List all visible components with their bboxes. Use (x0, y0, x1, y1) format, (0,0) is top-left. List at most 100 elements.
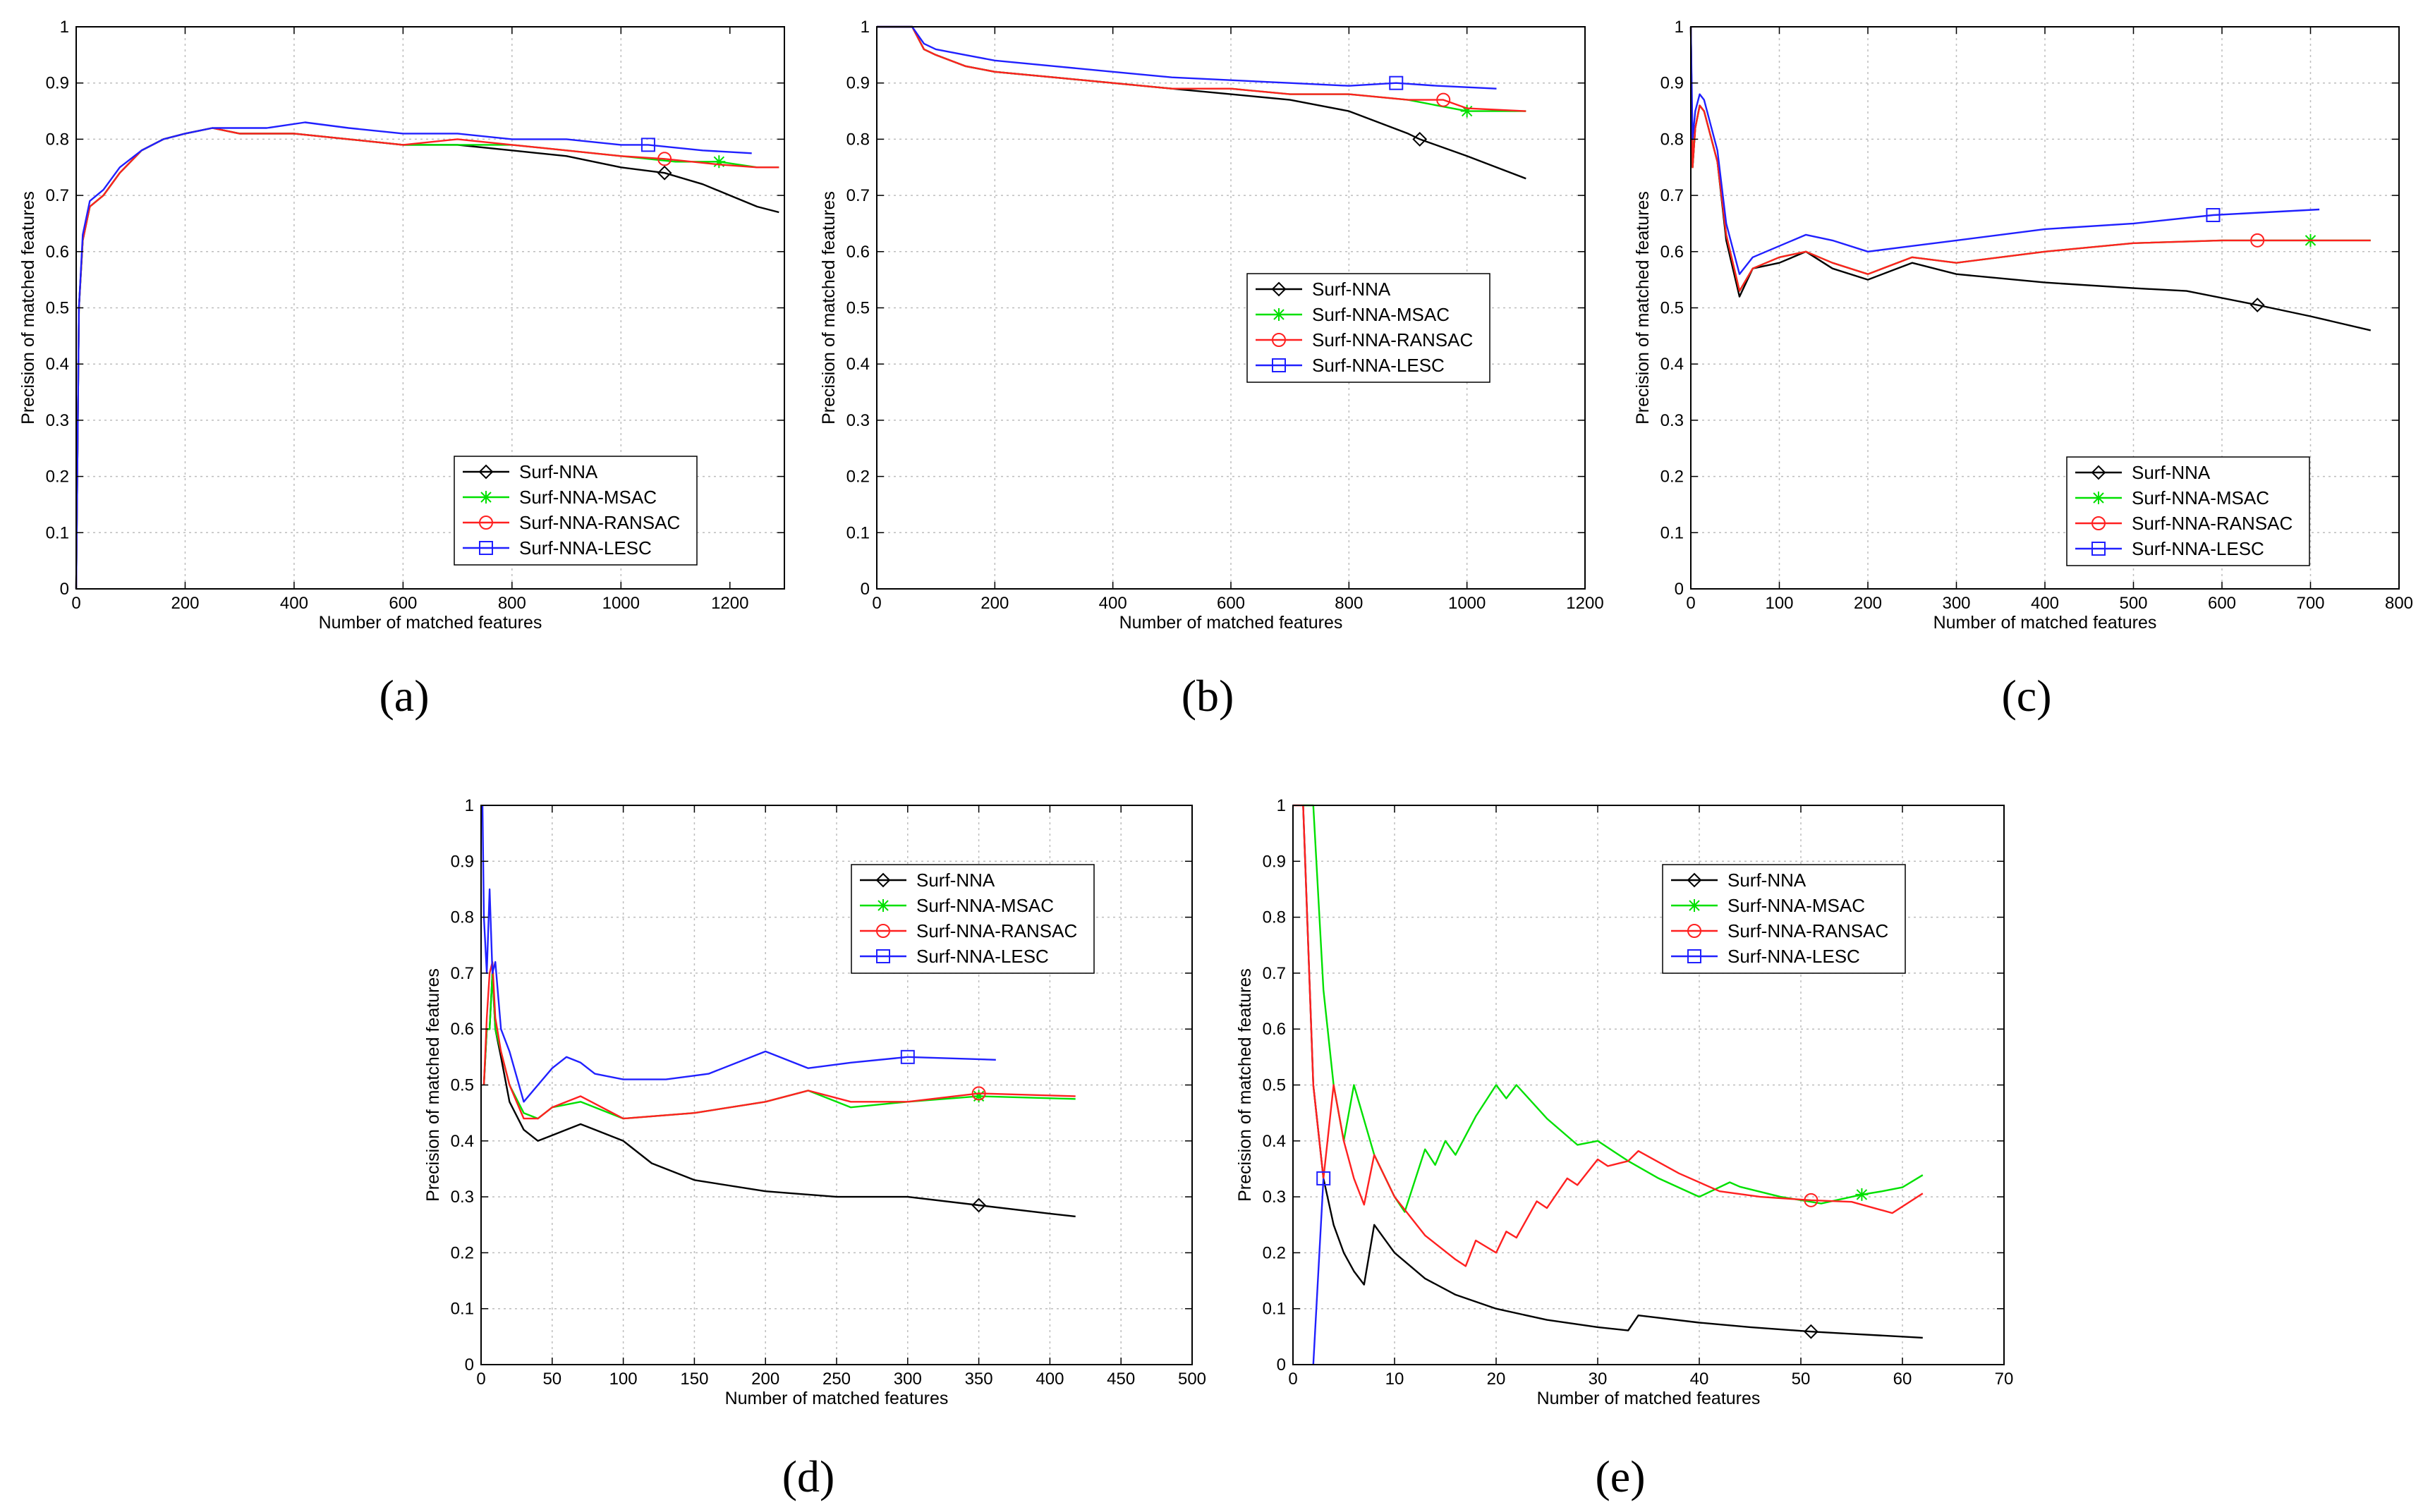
series-line-surf-nna (1689, 26, 2372, 331)
series-marker-surf-nna-ransac (1804, 1193, 1818, 1207)
series-marker-surf-nna (657, 165, 672, 181)
series-line-surf-nna-lesc (481, 805, 996, 1103)
y-tick-label: 0.6 (46, 243, 69, 262)
series-line-surf-nna (877, 25, 1526, 180)
legend-entry-label: Surf-NNA-RANSAC (1727, 920, 1888, 941)
legend-entry-label: Surf-NNA-MSAC (2132, 487, 2269, 508)
y-tick-label: 0.2 (1660, 468, 1684, 487)
series-marker-surf-nna-lesc (1389, 75, 1404, 90)
legend-entry-label: Surf-NNA-LESC (916, 946, 1049, 967)
legend-entry-label: Surf-NNA-LESC (1312, 355, 1445, 376)
y-tick-label: 0.4 (1660, 355, 1684, 374)
y-tick-label: 0.3 (46, 411, 69, 430)
series-line-surf-nna-msac (877, 25, 1526, 112)
panel-label: (d) (782, 1451, 835, 1501)
chart-panel-a: 0 200 400 600 800 1000 1200 0 0.1 0.2 0.3 0.4 0.5 0.6… (18, 18, 785, 633)
legend-entry-label: Surf-NNA (519, 461, 598, 482)
y-tick-label: 1 (1675, 18, 1684, 37)
y-tick-label: 1 (861, 18, 870, 37)
series-line-surf-nna-msac (482, 972, 1076, 1120)
y-axis-label: Precision of matched features (1235, 968, 1255, 1202)
x-tick-label: 200 (980, 594, 1009, 613)
legend-entry-label: Surf-NNA-RANSAC (916, 920, 1077, 941)
x-tick-label: 600 (389, 594, 417, 613)
legend-entry-label: Surf-NNA-MSAC (519, 487, 657, 508)
x-tick-label: 400 (280, 594, 308, 613)
x-tick-label: 150 (680, 1370, 708, 1389)
y-tick-label: 0.6 (846, 243, 870, 262)
y-tick-label: 0.8 (46, 130, 69, 149)
series-marker-surf-nna-lesc (2206, 207, 2221, 222)
y-tick-label: 0.1 (451, 1300, 474, 1319)
x-tick-label: 0 (71, 594, 80, 613)
legend-box (2066, 456, 2310, 566)
legend-marker-surf-nna-lesc (876, 949, 890, 963)
y-tick-label: 0.8 (451, 908, 474, 927)
y-tick-label: 0.5 (451, 1076, 474, 1095)
y-tick-label: 0.6 (451, 1020, 474, 1039)
series-marker-surf-nna-ransac (1436, 92, 1451, 107)
series-marker-surf-nna-msac (972, 1090, 985, 1103)
x-tick-label: 0 (1288, 1370, 1297, 1389)
y-tick-label: 0.1 (1263, 1300, 1286, 1319)
legend-box (454, 456, 698, 566)
legend: Surf-NNA Surf-NNA-MSAC Surf-NNA-RANSAC Surf… (454, 456, 698, 566)
y-tick-label: 0.5 (46, 299, 69, 318)
x-tick-label: 200 (751, 1370, 779, 1389)
y-tick-label: 0.4 (846, 355, 870, 374)
x-tick-label: 400 (1036, 1370, 1064, 1389)
legend-entry-label: Surf-NNA-LESC (1727, 946, 1860, 967)
y-tick-label: 0.9 (451, 852, 474, 871)
legend-entry-label: Surf-NNA (1727, 870, 1806, 891)
chart-panel-b: 0 200 400 600 800 1000 1200 0 0.1 0.2 0.3 0.4 0.5 0.6… (819, 18, 1604, 633)
y-tick-label: 0.3 (451, 1188, 474, 1207)
chart-panel-c: 0 100 200 300 400 500 600 700 800 0 0.1 0.2 0.3 0.4 0.… (1633, 18, 2413, 633)
x-tick-label: 100 (609, 1370, 638, 1389)
x-tick-label: 600 (1217, 594, 1245, 613)
legend-marker-surf-nna (1687, 872, 1702, 888)
legend-marker-surf-nna-ransac (479, 516, 493, 530)
y-tick-label: 0.9 (1263, 852, 1286, 871)
y-tick-label: 0.5 (846, 299, 870, 318)
y-tick-label: 0.6 (1660, 243, 1684, 262)
x-tick-label: 70 (1995, 1370, 2014, 1389)
x-tick-label: 800 (2385, 594, 2413, 613)
y-tick-label: 0.5 (1660, 299, 1684, 318)
x-axis-label: Number of matched features (1537, 1389, 1761, 1408)
x-tick-label: 600 (2208, 594, 2236, 613)
x-tick-label: 20 (1487, 1370, 1506, 1389)
x-axis-label: Number of matched features (1119, 613, 1343, 633)
x-tick-label: 200 (171, 594, 199, 613)
y-tick-label: 0.2 (451, 1243, 474, 1262)
series-marker-surf-nna (2249, 298, 2265, 312)
legend-entry-label: Surf-NNA-MSAC (916, 895, 1054, 916)
y-tick-label: 0.8 (1263, 908, 1286, 927)
legend-entry-label: Surf-NNA (2132, 462, 2211, 483)
y-tick-label: 0.7 (451, 964, 474, 983)
y-tick-label: 0.1 (1660, 523, 1684, 542)
series-marker-surf-nna (1412, 131, 1428, 147)
x-tick-label: 500 (1178, 1370, 1206, 1389)
chart-panel-e: 0 10 20 30 40 50 60 70 0 0.1 0.2 0.3 0.4 0.5 0.6 0.7 0.8… (1235, 796, 2013, 1408)
y-tick-label: 0.2 (846, 468, 870, 487)
x-tick-label: 0 (872, 594, 881, 613)
y-tick-label: 0.4 (46, 355, 69, 374)
panel-label: (c) (2001, 671, 2051, 721)
y-axis-label: Precision of matched features (1633, 191, 1653, 425)
legend-marker-surf-nna-ransac (1272, 333, 1286, 347)
y-tick-label: 0 (60, 580, 69, 599)
legend-marker-surf-nna-msac (877, 899, 889, 912)
y-tick-label: 0.2 (46, 468, 69, 487)
x-tick-label: 250 (822, 1370, 851, 1389)
legend-entry-label: Surf-NNA-LESC (2132, 538, 2264, 559)
legend-marker-surf-nna-msac (1688, 899, 1701, 912)
series-marker-surf-nna-ransac (2250, 233, 2265, 248)
x-tick-label: 0 (1686, 594, 1695, 613)
x-tick-label: 400 (1099, 594, 1127, 613)
series-line-surf-nna-lesc (1689, 26, 2320, 275)
x-tick-label: 800 (1335, 594, 1363, 613)
y-axis-label: Precision of matched features (819, 191, 839, 425)
panel-label: (e) (1595, 1451, 1645, 1501)
legend-box (1662, 864, 1906, 974)
